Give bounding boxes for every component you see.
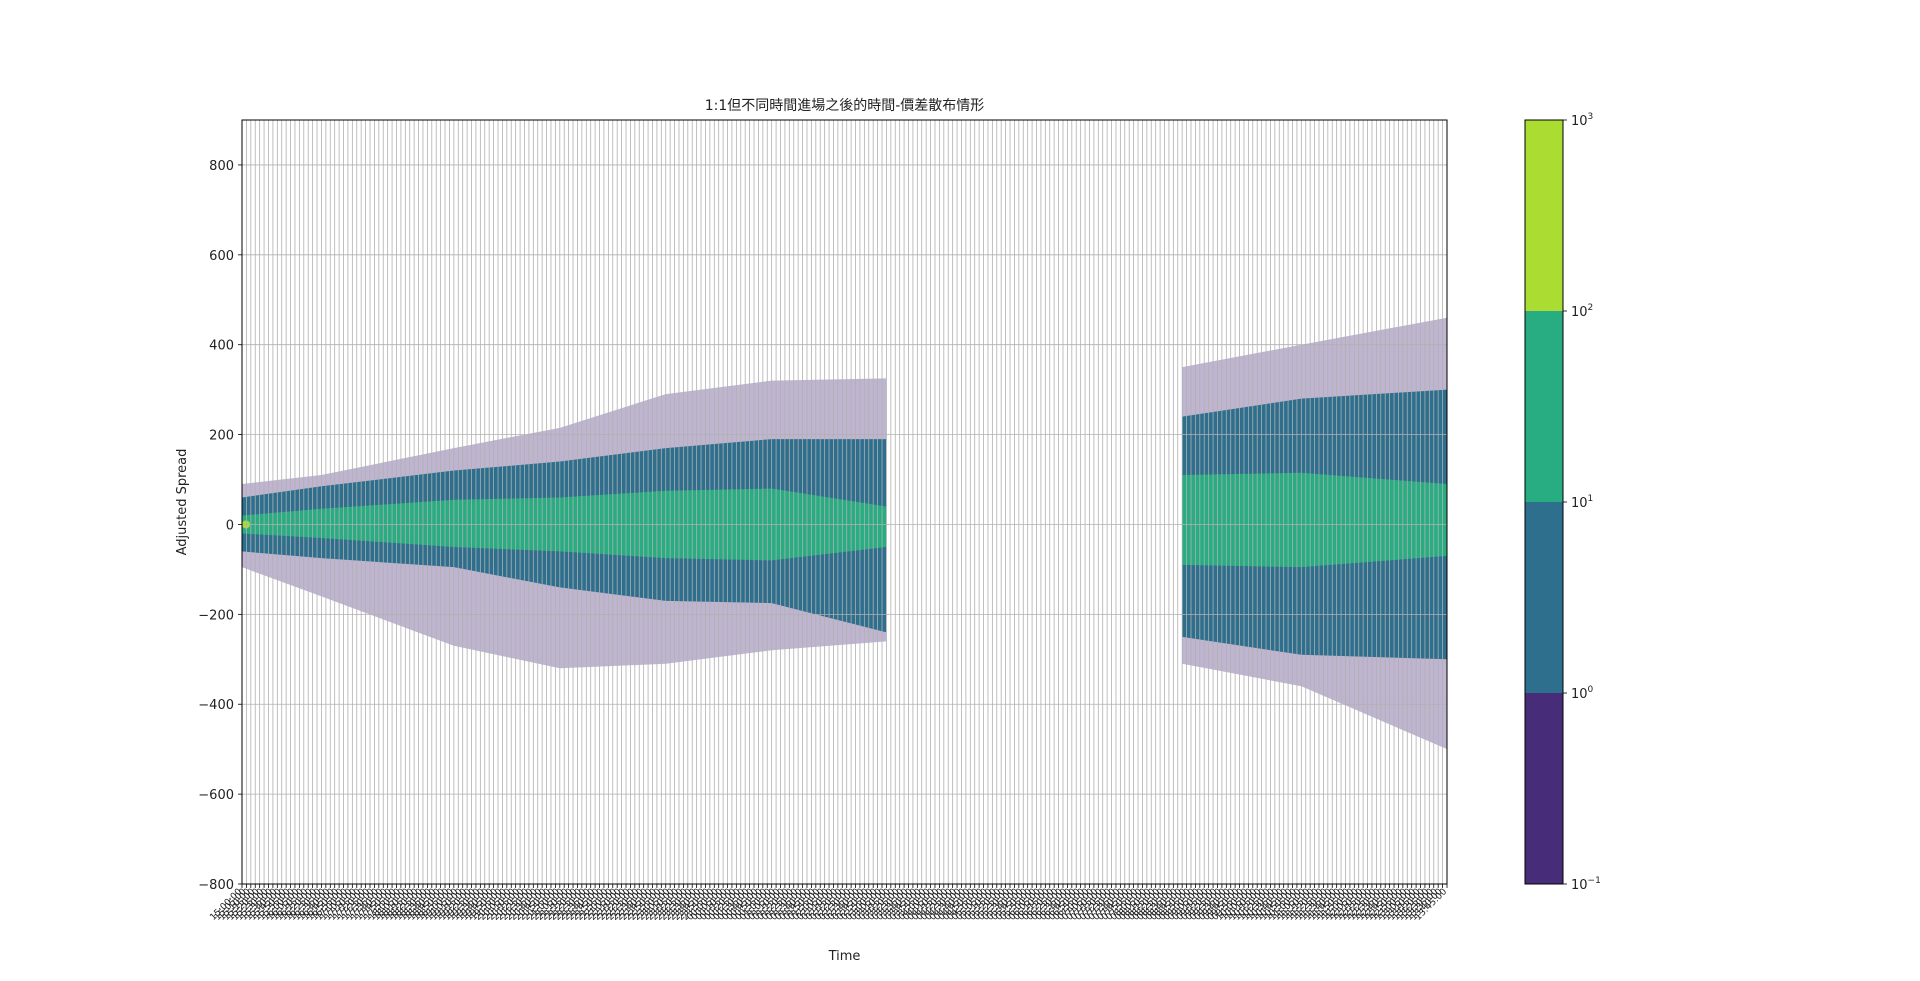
y-axis-label: Adjusted Spread <box>175 449 190 556</box>
y-tick-label: −600 <box>198 788 234 803</box>
grid-lines <box>241 120 1448 885</box>
y-axis: −800 −600 −400 −200 0 200 400 600 800 <box>198 159 242 893</box>
colorbar-tick-label: 10−1 <box>1571 876 1601 893</box>
colorbar-band <box>1525 502 1563 693</box>
y-tick-label: 800 <box>209 159 234 174</box>
y-tick-label: −400 <box>198 698 234 713</box>
colorbar: 10−1 100 101 102 103 <box>1524 112 1601 893</box>
y-tick-label: 400 <box>209 339 234 354</box>
y-tick-label: −200 <box>198 608 234 623</box>
plot-frame <box>241 119 1448 885</box>
y-tick-label: −800 <box>198 878 234 893</box>
colorbar-tick-label: 103 <box>1571 112 1593 129</box>
colorbar-band <box>1525 693 1563 884</box>
colorbar-tick-label: 101 <box>1571 494 1593 511</box>
colorbar-tick-label: 100 <box>1571 685 1594 702</box>
y-tick-label: 600 <box>209 249 234 264</box>
colorbar-tick-label: 102 <box>1571 303 1593 320</box>
y-tick-label: 200 <box>209 429 234 444</box>
x-axis-label: Time <box>828 949 861 964</box>
x-axis: 15:00:0015:05:0015:10:0015:15:0015:20:00… <box>208 884 1449 923</box>
colorbar-band <box>1525 120 1563 311</box>
chart-title: 1:1但不同時間進場之後的時間-價差散布情形 <box>705 97 985 114</box>
colorbar-band <box>1525 311 1563 502</box>
y-tick-label: 0 <box>226 518 234 533</box>
